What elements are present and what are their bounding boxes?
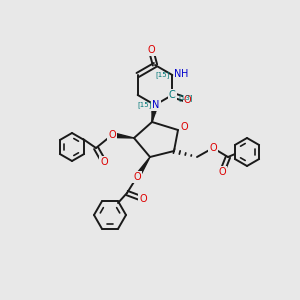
Text: O: O: [209, 143, 217, 153]
Text: C: C: [169, 90, 176, 100]
Text: O: O: [184, 95, 191, 105]
Text: O: O: [108, 130, 116, 140]
Text: O: O: [218, 167, 226, 177]
Polygon shape: [112, 133, 134, 138]
Text: O: O: [147, 45, 155, 55]
Text: O: O: [133, 172, 141, 182]
Text: O: O: [180, 122, 188, 132]
Text: N: N: [174, 69, 182, 79]
Text: [13]: [13]: [178, 94, 193, 101]
Text: [15]: [15]: [138, 102, 152, 108]
Text: H: H: [181, 69, 189, 79]
Text: N: N: [152, 100, 160, 110]
Polygon shape: [152, 104, 158, 122]
Text: O: O: [139, 194, 147, 204]
Text: O: O: [100, 157, 108, 167]
Text: [15]: [15]: [155, 72, 169, 78]
Polygon shape: [135, 157, 150, 178]
